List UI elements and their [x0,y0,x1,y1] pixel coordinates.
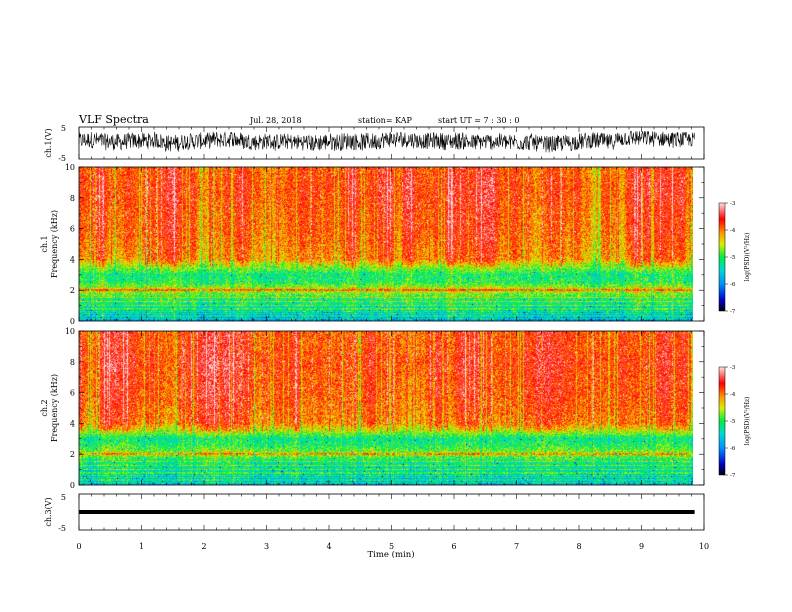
x-axis-label: Time (min) [367,549,414,560]
y-tick-label: 6 [70,389,75,398]
figure-title: VLF Spectra [78,113,149,126]
x-tick-label: 9 [639,542,644,551]
colorbar-tick-label: -4 [730,228,736,234]
ch1-colorbar-label: log(PSD)(V²/Hz) [744,233,751,282]
ch1-spectrogram-panel: 0 2 4 6 8 10 ch.1 Frequency (kHz) [40,163,705,326]
ch2-colorbar-gradient [718,366,726,476]
y-tick-label: 4 [70,419,75,428]
station-label: station= KAP [358,116,413,125]
ch1-waveform-panel: 5 -5 ch.1(V) [44,124,705,163]
ch1-waveform-line [78,130,695,153]
colorbar-tick-label: -6 [730,446,736,452]
y-tick-label: 8 [70,358,75,367]
y-tick-label: 0 [70,317,75,326]
colorbar-tick-label: -7 [730,473,736,479]
x-tick-label: 10 [699,542,709,551]
colorbar-tick-label: -6 [730,282,736,288]
y-tick-label: 2 [70,450,75,459]
ch2-spectrogram-ylabel: Frequency (kHz) [50,374,59,442]
x-tick-label: 7 [514,542,519,551]
colorbar-tick-label: -4 [730,392,736,398]
y-tick-label: 8 [70,194,75,203]
ch2-spectrogram-panel: 0 2 4 6 8 10 ch.2 Frequency (kHz) [40,327,705,490]
x-tick-label: 0 [76,542,81,551]
ch1-colorbar-gradient [718,202,726,312]
x-tick-label: 5 [389,542,394,551]
colorbar-tick-label: -5 [730,419,736,425]
ch2-colorbar: -3 -4 -5 -6 -7 log(PSD)(V²/Hz) [718,365,751,479]
ch2-spectrogram-image [79,331,693,485]
ch3-waveform-ylabel: ch.3(V) [44,497,53,526]
y-tick-label: 10 [65,327,75,336]
ch1-waveform-trace [78,130,695,153]
y-tick-label: 0 [70,481,75,490]
ch3-waveform-panel: 5 -5 ch.3(V) 0 1 2 3 4 5 6 7 8 9 10 Time (min) [44,493,709,560]
ch1-spectrogram-image [79,167,693,321]
x-tick-label: 4 [326,542,331,551]
date-label: Jul. 28, 2018 [249,116,302,125]
ch1-ytick-top: 5 [61,124,66,133]
y-tick-label: 10 [65,163,75,172]
ch3-ytick-bottom: -5 [58,524,66,533]
ch3-ytick-top: 5 [61,493,66,502]
ch1-waveform-ylabel: ch.1(V) [44,128,53,157]
y-tick-label: 2 [70,286,75,295]
colorbar-tick-label: -7 [730,309,736,315]
colorbar-tick-label: -5 [730,255,736,261]
colorbar-tick-label: -3 [730,201,736,207]
y-tick-label: 6 [70,225,75,234]
x-tick-label: 2 [201,542,206,551]
x-tick-label: 6 [451,542,456,551]
ch1-colorbar: -3 -4 -5 -6 -7 log(PSD)(V²/Hz) [718,201,751,315]
y-tick-label: 4 [70,255,75,264]
x-tick-label: 3 [264,542,269,551]
ch2-spectrogram-channel-label: ch.2 [40,399,49,416]
ch1-spectrogram-ylabel: Frequency (kHz) [50,210,59,278]
start-time-label: start UT = 7 : 30 : 0 [438,116,519,125]
ch1-spectrogram-channel-label: ch.1 [40,235,49,252]
colorbar-tick-label: -3 [730,365,736,371]
x-tick-label: 1 [139,542,144,551]
ch1-ytick-bottom: -5 [58,154,66,163]
x-tick-label: 8 [576,542,581,551]
ch2-colorbar-label: log(PSD)(V²/Hz) [744,397,751,446]
